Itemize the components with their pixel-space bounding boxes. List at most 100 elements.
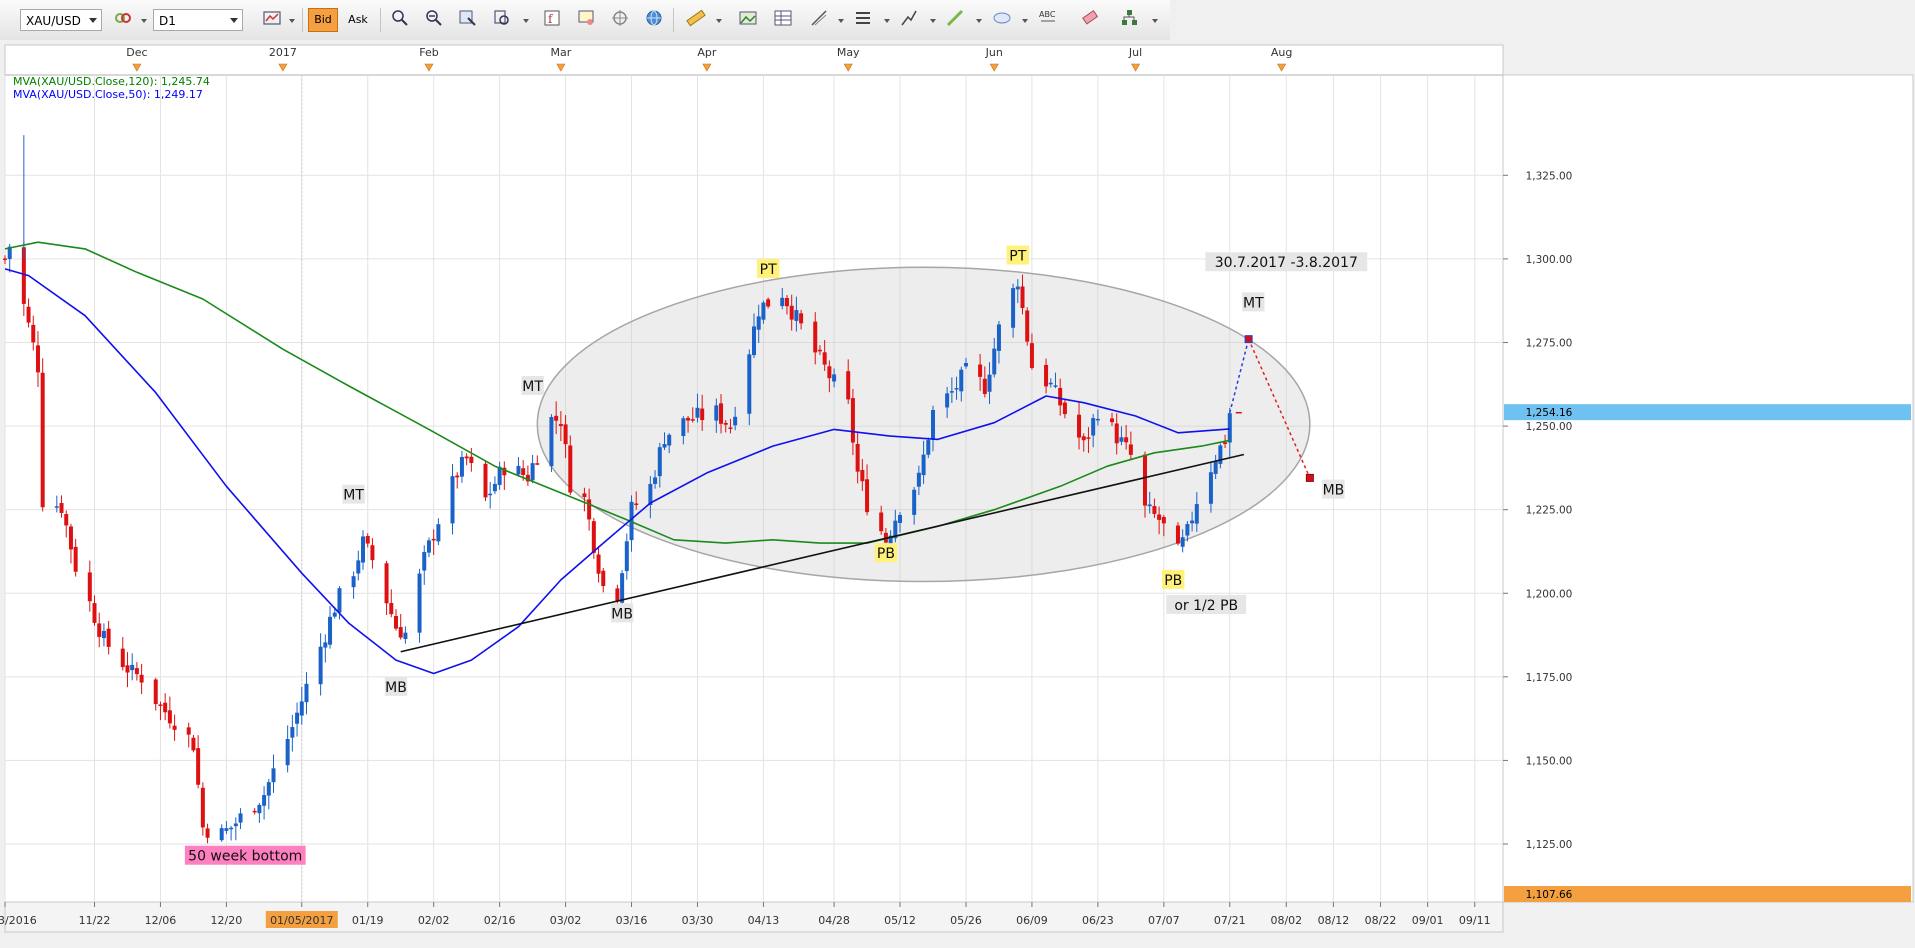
chevron-down-icon[interactable] [289,19,295,23]
candle-body [1058,387,1063,406]
chevron-down-icon[interactable] [930,19,936,23]
candle-body [949,391,954,393]
chart-type-icon[interactable] [260,8,284,32]
candle-body [700,408,705,421]
candle-body [1147,504,1152,507]
candle-body [59,503,64,513]
x-tick-label: 12/06 [145,914,177,927]
grid-icon[interactable] [771,8,795,32]
annotation-label: MT [1243,295,1264,311]
candle-body [1208,472,1213,504]
x-top-label: May [837,46,860,59]
svg-text:f: f [548,12,554,26]
candle-body [1081,436,1086,441]
brush-icon[interactable] [943,8,967,32]
chevron-down-icon[interactable] [976,19,982,23]
bid-button[interactable]: Bid [308,8,338,32]
tree-icon[interactable] [1117,8,1141,32]
candle-body [794,310,799,321]
y-tick-label: 1,225.00 [1526,505,1573,517]
candle-body [1048,382,1053,385]
candle-body [1095,418,1100,421]
candle-body [733,416,738,426]
lines-icon[interactable] [851,8,875,32]
chevron-down-icon[interactable] [716,19,722,23]
candle-body [601,570,606,587]
month-marker [843,63,853,72]
candle-body [992,348,997,375]
candle-body [464,456,469,459]
timeframe-select[interactable]: D1 [153,9,243,31]
x-tick-label: 11/03/2016 [0,914,37,927]
globe-icon[interactable] [642,8,666,32]
candle-body [893,520,898,539]
candle-body [101,630,106,639]
bookmark-icon[interactable] [574,8,598,32]
candle-body [549,416,554,467]
eraser-icon[interactable] [1078,8,1102,32]
candle-body [370,545,375,561]
symbol-select[interactable]: XAU/USD [20,9,102,31]
x-top-label: Dec [126,46,147,59]
timeframe-value: D1 [159,14,176,28]
shape-icon[interactable] [990,8,1014,32]
zoom-out-icon[interactable] [422,8,446,32]
candle-body [3,258,7,260]
candle-body [1025,310,1030,342]
candle-body [502,467,507,476]
chevron-down-icon[interactable] [1152,19,1158,23]
annotation-label-bg [184,845,306,865]
candle-body [450,476,455,524]
text-icon[interactable]: ABC [1036,8,1060,32]
pen-icon[interactable] [897,8,921,32]
candle-body [1114,423,1119,444]
chevron-down-icon[interactable] [141,19,147,23]
x-top-label: Apr [697,46,717,59]
candle-body [323,642,328,648]
zoom-in-icon[interactable] [388,8,412,32]
toolbar-divider [380,8,381,32]
chevron-down-icon[interactable] [1022,19,1028,23]
x-tick-label: 07/21 [1214,914,1246,927]
annotation-label-bg [1166,594,1247,614]
bottom-price-badge [1504,886,1911,902]
chevron-down-icon[interactable] [884,19,890,23]
candle-body [68,526,73,550]
ruler-icon[interactable] [684,8,708,32]
trendline [400,453,1245,653]
candle-body [139,674,144,683]
candle-body [1194,504,1199,524]
y-tick-label: 1,200.00 [1526,588,1573,600]
candle-body [87,572,92,602]
candle-body [200,787,205,828]
chevron-down-icon[interactable] [523,19,529,23]
image-icon[interactable] [736,8,760,32]
bottom-price-label: 1,107.66 [1526,889,1573,901]
candle-body [695,407,700,418]
chart-toolbar: XAU/USD D1 Bid Ask f [0,0,1170,41]
chevron-down-icon[interactable] [838,19,844,23]
x-top-label: Jul [1128,46,1142,59]
month-marker [1277,63,1287,72]
candle-body [92,603,97,623]
zoom-fit-icon[interactable] [456,8,480,32]
annotation-label-bg [874,543,898,563]
candle-body [987,374,992,392]
candle-body [295,712,300,724]
last-price-label: 1,254.16 [1526,407,1573,419]
crosshair-icon[interactable] [608,8,632,32]
indicator-icon[interactable]: f [540,8,564,32]
svg-text:ABC: ABC [1039,10,1056,19]
x-top-label: Aug [1271,46,1292,59]
x-tick-label: 05/26 [950,914,982,927]
candle-body [954,388,959,390]
candle-body [469,456,474,463]
candle-body [290,727,295,738]
compare-icon[interactable] [111,8,135,32]
ask-button[interactable]: Ask [343,8,373,32]
candle-body [356,560,361,574]
candle-body [587,499,592,520]
draw-line-icon[interactable] [807,8,831,32]
magnify-icon[interactable] [490,8,514,32]
